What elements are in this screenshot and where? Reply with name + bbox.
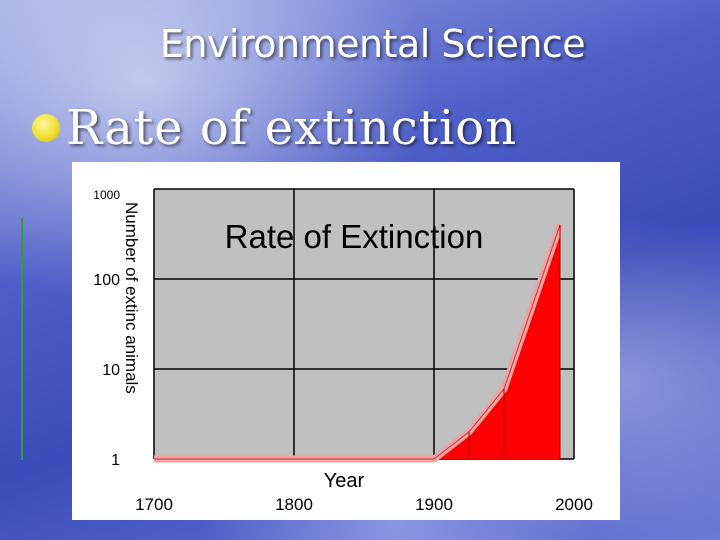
axis-ticks: 1700 1800 1900 2000 1 10 100 1000 xyxy=(93,188,593,514)
x-tick-label: 2000 xyxy=(555,495,593,514)
bullet-icon xyxy=(32,114,60,142)
series-fill xyxy=(154,224,560,459)
y-tick-label: 10 xyxy=(102,362,120,379)
y-tick-label: 1 xyxy=(111,452,120,469)
extinction-chart: 1700 1800 1900 2000 1 10 100 1000 Rate of Extin… xyxy=(72,162,620,520)
y-axis-label: Number of extinc animals xyxy=(122,202,141,394)
x-tick-label: 1800 xyxy=(275,495,313,514)
x-tick-label: 1900 xyxy=(415,495,453,514)
slide-title: Environmental Science xyxy=(159,22,586,66)
y-tick-label: 1000 xyxy=(93,188,120,202)
bullet-text: Rate of extinction xyxy=(66,100,518,156)
decorative-line xyxy=(21,218,23,460)
bullet-item: Rate of extinction xyxy=(32,100,517,156)
series-area xyxy=(154,223,564,463)
x-axis-label: Year xyxy=(324,470,365,492)
x-tick-label: 1700 xyxy=(135,495,173,514)
chart-title: Rate of Extinction xyxy=(225,218,484,255)
y-tick-label: 100 xyxy=(93,272,120,289)
